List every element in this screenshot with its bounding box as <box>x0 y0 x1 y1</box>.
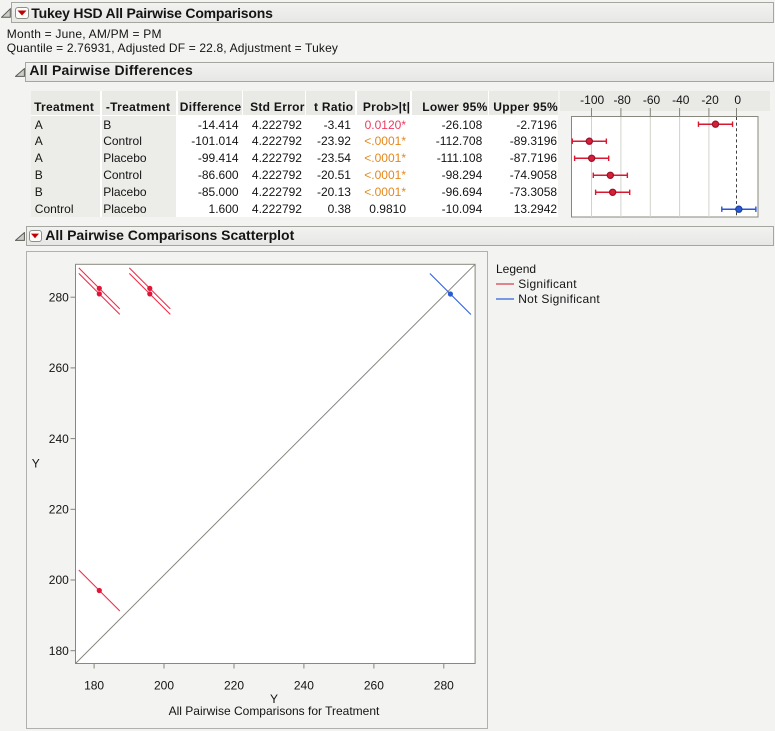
svg-text:280: 280 <box>434 679 454 693</box>
svg-text:Y: Y <box>32 457 40 471</box>
svg-text:240: 240 <box>294 679 314 693</box>
svg-text:Y: Y <box>270 692 278 706</box>
svg-text:220: 220 <box>224 679 244 693</box>
svg-text:260: 260 <box>49 361 69 375</box>
svg-text:260: 260 <box>364 679 384 693</box>
svg-text:240: 240 <box>49 432 69 446</box>
svg-text:200: 200 <box>49 573 69 587</box>
svg-text:180: 180 <box>84 679 104 693</box>
svg-text:220: 220 <box>49 503 69 517</box>
svg-text:280: 280 <box>49 291 69 305</box>
svg-text:180: 180 <box>49 644 69 658</box>
svg-text:200: 200 <box>154 679 174 693</box>
svg-text:All Pairwise Comparisons for T: All Pairwise Comparisons for Treatment <box>169 704 380 718</box>
